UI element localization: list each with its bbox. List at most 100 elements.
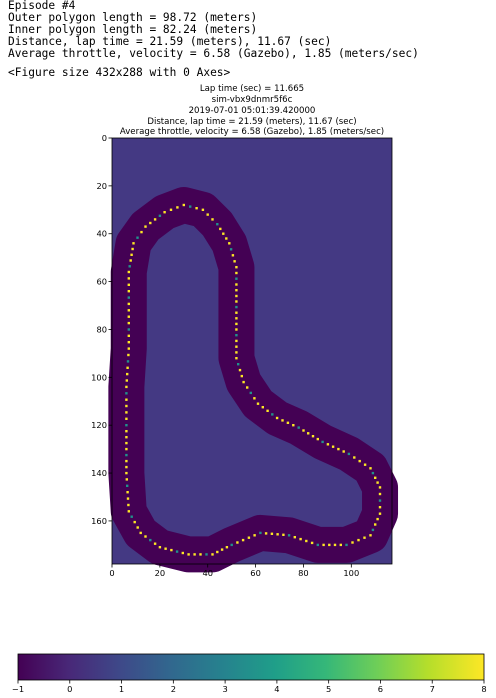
x-tick-label: 40: [202, 568, 213, 578]
path-point: [127, 270, 130, 274]
path-point: [125, 392, 128, 395]
path-point: [337, 447, 340, 451]
path-point: [311, 435, 315, 438]
path-point: [235, 351, 238, 354]
path-point: [235, 334, 238, 337]
path-point: [369, 467, 372, 470]
path-point: [126, 484, 129, 487]
x-tick-label: 60: [250, 568, 261, 578]
path-point: [225, 546, 229, 549]
path-point: [169, 208, 173, 211]
path-point: [126, 366, 129, 369]
path-point: [374, 476, 377, 479]
path-point: [127, 503, 130, 507]
path-point: [241, 538, 245, 542]
path-point: [125, 436, 128, 439]
stdout-output: Episode #4 Outer polygon length = 98.72 (…: [8, 0, 419, 60]
path-point: [235, 294, 238, 298]
path-point: [305, 539, 308, 543]
path-point: [199, 553, 202, 556]
path-point: [376, 481, 379, 484]
path-point: [246, 386, 249, 389]
path-point: [271, 413, 274, 416]
path-point: [127, 510, 130, 513]
path-point: [374, 523, 377, 526]
path-point: [236, 541, 239, 544]
path-point: [282, 533, 285, 536]
path-point: [292, 424, 295, 427]
path-point: [371, 471, 375, 475]
path-point: [253, 397, 256, 400]
path-point: [125, 447, 128, 451]
path-point: [149, 538, 152, 542]
path-point: [357, 538, 360, 542]
x-tick-label: 100: [343, 568, 359, 578]
path-point: [235, 283, 238, 286]
path-point: [125, 424, 128, 427]
path-point: [369, 534, 372, 537]
path-point: [125, 478, 128, 481]
x-tick-label: 80: [298, 568, 309, 578]
colorbar-tick-label: 8: [481, 684, 486, 694]
path-point: [242, 380, 245, 384]
path-point: [235, 271, 238, 275]
path-point: [345, 543, 348, 547]
path-point: [307, 432, 310, 435]
path-point: [216, 550, 219, 554]
path-point: [347, 452, 351, 456]
path-point: [331, 445, 335, 448]
path-point: [182, 203, 185, 207]
path-point: [125, 453, 128, 457]
path-point: [240, 374, 243, 378]
path-point: [297, 426, 300, 429]
path-point: [127, 296, 130, 299]
path-point: [235, 328, 238, 331]
path-point: [133, 520, 136, 524]
path-point: [158, 546, 162, 549]
path-point: [127, 290, 130, 293]
path-point: [235, 345, 238, 348]
path-point: [176, 206, 179, 209]
path-point: [125, 398, 128, 401]
path-point: [127, 277, 130, 280]
colorbar-tick-label: 2: [171, 684, 176, 694]
path-point: [261, 406, 264, 409]
y-tick-label: 20: [96, 181, 107, 191]
path-point: [128, 265, 131, 268]
path-point: [130, 253, 133, 256]
path-point: [299, 537, 302, 541]
path-point: [266, 409, 269, 412]
path-point: [189, 205, 192, 208]
plot-title-line-4: Distance, lap time = 21.59 (meters), 11.…: [147, 117, 357, 127]
path-point: [378, 492, 382, 496]
colorbar-tick-label: 0: [67, 684, 72, 694]
path-point: [363, 536, 366, 539]
path-point: [175, 550, 179, 553]
path-point: [293, 536, 296, 539]
x-tick-label: 0: [109, 568, 114, 578]
colorbar: −1 0 1 2 3 4 5 6 7 8: [12, 653, 487, 694]
y-tick-label: 100: [91, 372, 107, 382]
y-tick-label: 60: [96, 277, 107, 287]
path-point: [235, 277, 238, 280]
path-point: [237, 363, 240, 366]
path-point: [286, 421, 290, 424]
y-tick-label: 40: [96, 229, 107, 239]
path-point: [229, 248, 233, 251]
path-point: [127, 283, 130, 286]
path-point: [228, 242, 231, 245]
path-point: [281, 419, 284, 422]
y-tick-label: 0: [102, 133, 107, 143]
path-point: [230, 543, 233, 547]
distance-line: Distance, lap time = 21.59 (meters), 11.…: [8, 35, 332, 48]
path-point: [353, 456, 356, 459]
path-point: [238, 368, 242, 372]
path-point: [235, 289, 238, 292]
path-point: [378, 486, 382, 489]
path-point: [136, 526, 139, 529]
path-point: [235, 339, 238, 343]
path-point: [222, 232, 225, 235]
path-point: [132, 242, 135, 245]
path-point: [153, 542, 157, 545]
path-point: [139, 531, 142, 535]
